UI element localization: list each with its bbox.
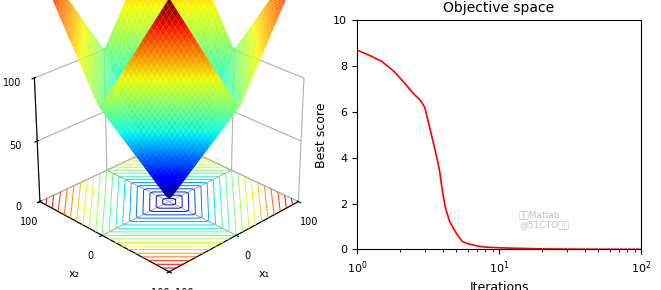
Text: 天天Matlab
@51CTO博客: 天天Matlab @51CTO博客: [519, 210, 569, 229]
X-axis label: x₁: x₁: [258, 269, 270, 279]
X-axis label: Iterations: Iterations: [469, 281, 529, 290]
Title: Objective space: Objective space: [444, 1, 555, 15]
Y-axis label: x₂: x₂: [69, 269, 80, 279]
Y-axis label: Best score: Best score: [315, 102, 328, 168]
